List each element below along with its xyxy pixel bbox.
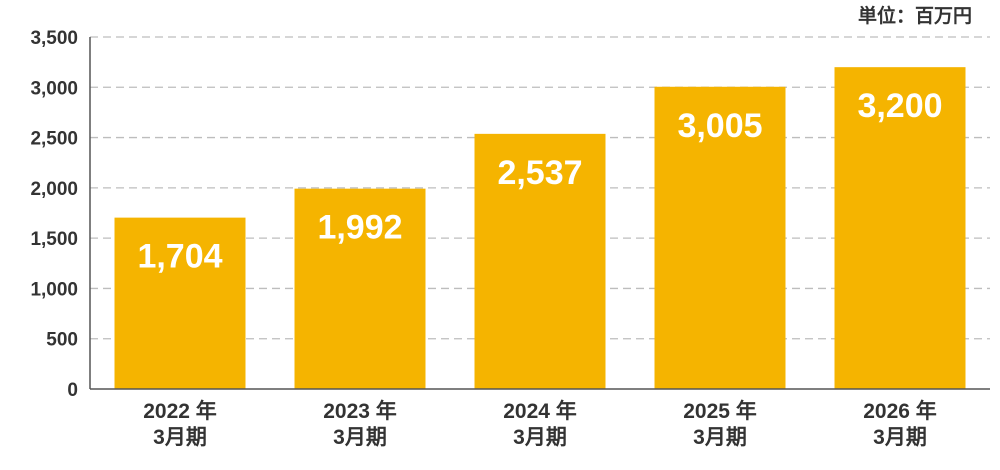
bars: 1,704 1,992 2,537 3,005 3,200: [114, 67, 966, 390]
bar: [114, 217, 246, 389]
y-tick-label: 500: [46, 330, 78, 351]
y-tick-label: 1,500: [30, 229, 78, 250]
unit-label: 単位：百万円: [858, 4, 972, 27]
x-tick-label: 2023 年: [323, 399, 397, 423]
bar: [654, 86, 786, 389]
axes: [89, 37, 990, 390]
x-axis-labels: 2022 年 3月期 2023 年 3月期 2024 年 3月期 2025 年 3月期 2026…: [143, 399, 937, 449]
x-tick-label: 2025 年: [683, 399, 757, 423]
y-tick-label: 0: [67, 380, 78, 401]
y-tick-label: 3,500: [30, 28, 78, 49]
bar-value-label: 3,200: [857, 87, 942, 125]
y-tick-label: 2,000: [30, 179, 78, 200]
x-tick-label: 3月期: [153, 426, 207, 449]
y-axis-ticks: 0 500 1,000 1,500 2,000 2,500 3,000 3,500: [30, 28, 78, 401]
x-tick-label: 2024 年: [503, 399, 577, 423]
x-tick-label: 3月期: [333, 426, 387, 449]
bar: [474, 133, 606, 389]
bar: [834, 67, 966, 390]
x-tick-label: 2026 年: [863, 399, 937, 423]
y-tick-label: 2,500: [30, 129, 78, 150]
bar-value-label: 1,704: [137, 238, 222, 276]
y-tick-label: 3,000: [30, 78, 78, 99]
x-tick-label: 2022 年: [143, 399, 217, 423]
bar-value-label: 3,005: [677, 107, 762, 145]
bar: [294, 188, 426, 389]
bar-value-label: 2,537: [497, 154, 582, 192]
bar-value-label: 1,992: [317, 209, 402, 247]
x-tick-label: 3月期: [513, 426, 567, 449]
x-tick-label: 3月期: [873, 426, 927, 449]
x-tick-label: 3月期: [693, 426, 747, 449]
y-tick-label: 1,000: [30, 279, 78, 300]
